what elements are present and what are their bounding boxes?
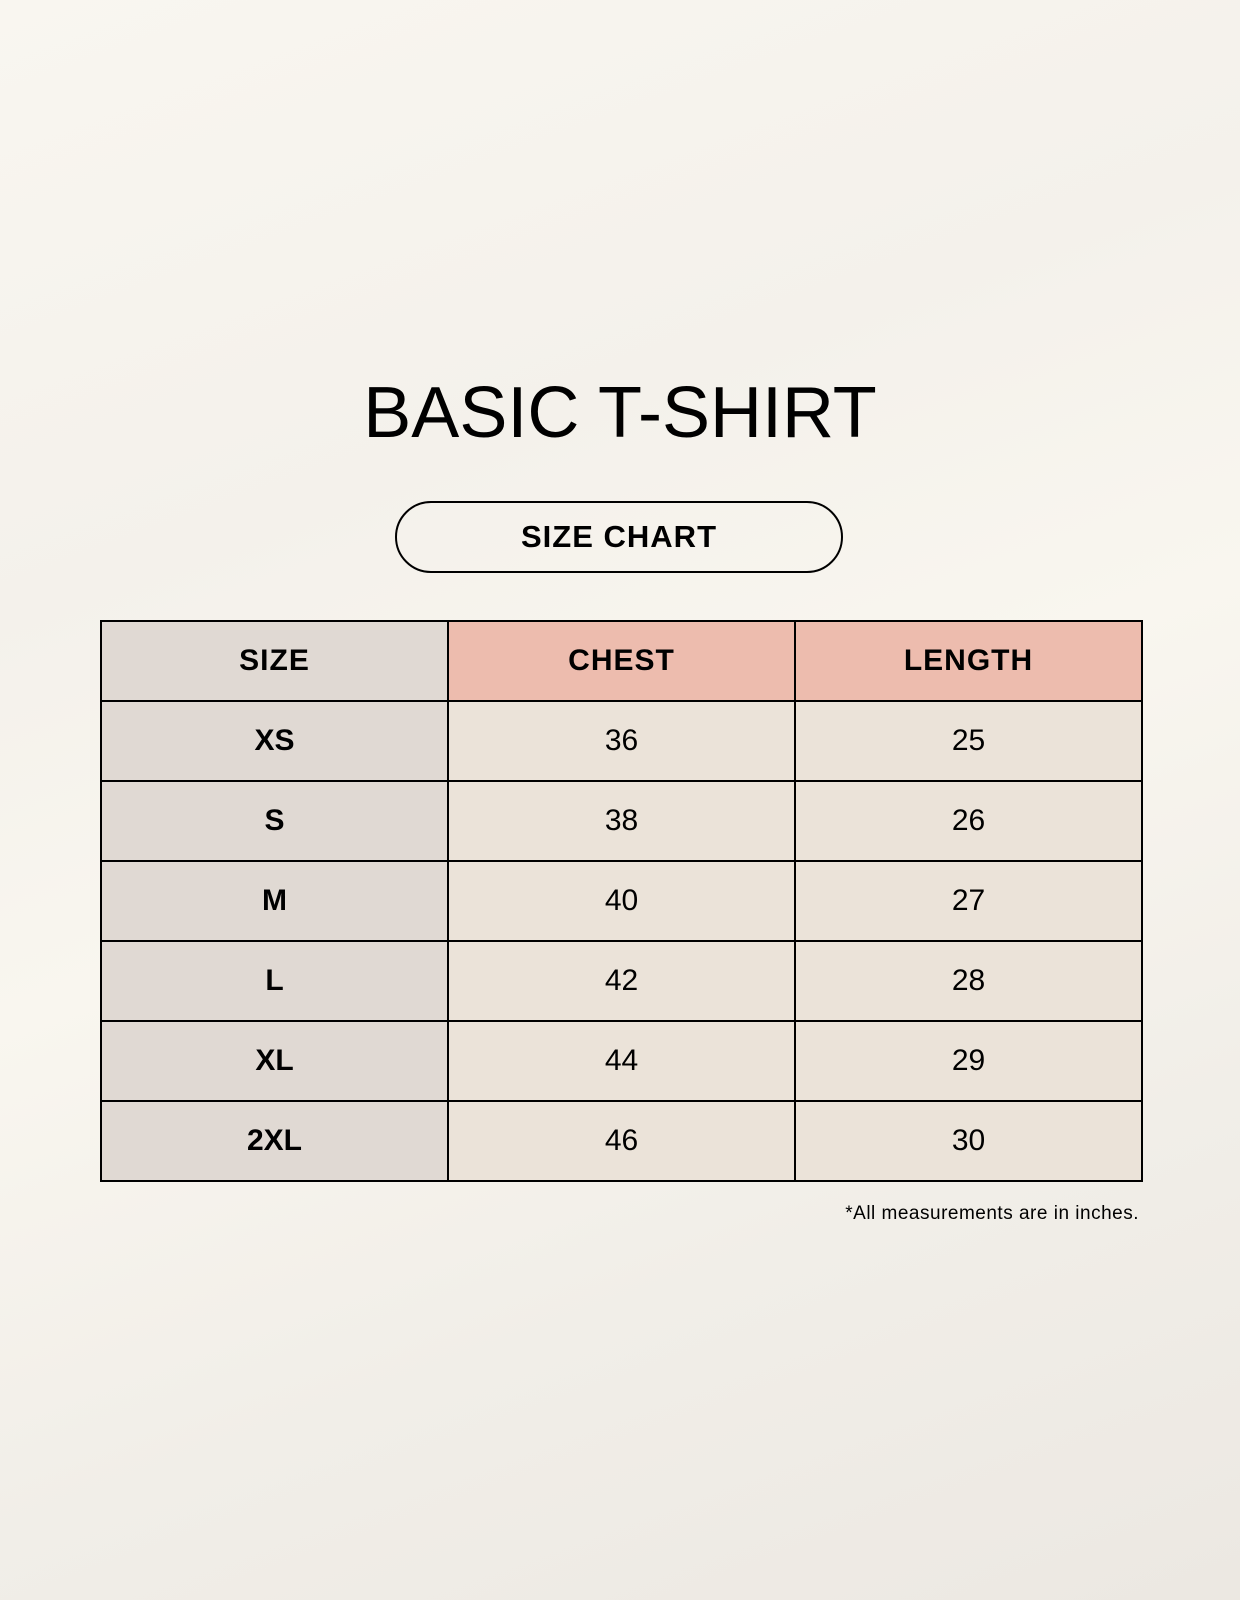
size-cell: L [100,940,449,1022]
length-cell: 29 [794,1020,1143,1102]
size-cell: M [100,860,449,942]
footnote: *All measurements are in inches. [845,1203,1139,1224]
page-title: BASIC T-SHIRT [363,373,877,453]
chest-cell: 40 [447,860,796,942]
header-size: SIZE [100,620,449,702]
table-row: XL 44 29 [100,1020,1143,1102]
size-chart-table: SIZE CHEST LENGTH XS 36 25 S 38 26 M 40 27 L 42 28 X… [100,620,1143,1182]
chest-cell: 38 [447,780,796,862]
table-row: M 40 27 [100,860,1143,942]
table-row: S 38 26 [100,780,1143,862]
table-header-row: SIZE CHEST LENGTH [100,620,1143,702]
chest-cell: 46 [447,1100,796,1182]
size-chart-badge: SIZE CHART [395,501,843,573]
table-row: L 42 28 [100,940,1143,1022]
length-cell: 30 [794,1100,1143,1182]
size-cell: S [100,780,449,862]
length-cell: 28 [794,940,1143,1022]
table-row: 2XL 46 30 [100,1100,1143,1182]
chest-cell: 36 [447,700,796,782]
header-length: LENGTH [794,620,1143,702]
size-cell: XS [100,700,449,782]
size-cell: 2XL [100,1100,449,1182]
length-cell: 27 [794,860,1143,942]
size-cell: XL [100,1020,449,1102]
header-chest: CHEST [447,620,796,702]
length-cell: 25 [794,700,1143,782]
table-row: XS 36 25 [100,700,1143,782]
chest-cell: 44 [447,1020,796,1102]
chest-cell: 42 [447,940,796,1022]
length-cell: 26 [794,780,1143,862]
